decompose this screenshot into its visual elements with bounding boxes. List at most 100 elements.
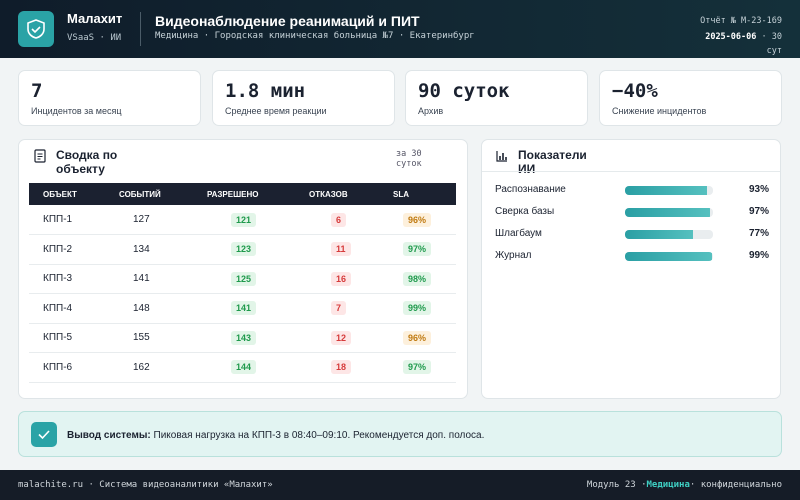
badge: 96% (403, 212, 432, 227)
table-cell: 155 (105, 323, 193, 353)
badge: 143 (231, 330, 257, 345)
kpi-card: 90 суток Архив (405, 70, 588, 126)
badge: 98% (403, 271, 432, 286)
badge: 144 (231, 360, 257, 375)
metric-bar (625, 230, 693, 239)
table-cell: 134 (105, 234, 193, 265)
column-header: ОТКАЗОВ (295, 183, 379, 205)
ai-panel: Показатели ИИ Распознавание 93% Сверка баз… (481, 139, 781, 399)
table-cell: 12 (295, 323, 379, 353)
badge: 97% (403, 242, 432, 257)
table-cell: 99% (379, 293, 456, 324)
table-cell: 141 (193, 293, 295, 324)
table-row: КПП-6 162 144 18 97% (29, 352, 456, 383)
table-cell: 6 (295, 205, 379, 235)
badge: 11 (331, 242, 351, 257)
module: Модуль 23 · (586, 480, 647, 490)
kpi-value: 7 (31, 80, 43, 102)
separator (482, 171, 780, 172)
table-cell: 96% (379, 205, 456, 235)
table-cell: 18 (295, 352, 379, 383)
table-cell: КПП-6 (29, 352, 105, 383)
table-cell: 97% (379, 234, 456, 265)
summary-table: ОБЪЕКТ СОБЫТИЙ РАЗРЕШЕНО ОТКАЗОВ SLA КПП-1 127… (29, 183, 456, 383)
domain: Медицина (646, 480, 690, 490)
table-cell: 123 (193, 234, 295, 265)
metric-value: 97% (748, 206, 769, 217)
kpi-card: 1.8 мин Среднее время реакции (212, 70, 395, 126)
kpi-value: −40% (612, 80, 658, 102)
table-cell: 127 (105, 205, 193, 235)
badge: 18 (331, 360, 352, 375)
badge: 125 (231, 271, 257, 286)
kpi-card: −40% Снижение инцидентов (599, 70, 782, 126)
table-cell: 125 (193, 264, 295, 294)
metric-name: Шлагбаум (495, 228, 542, 239)
kpi-label: Среднее время реакции (225, 106, 327, 116)
table-cell: 97% (379, 352, 456, 383)
column-header: РАЗРЕШЕНО (193, 183, 295, 205)
period: · 30 сут (761, 32, 782, 56)
footer-right: Модуль 23 ·Медицина· конфиденциально (587, 480, 782, 490)
column-header: ОБЪЕКТ (29, 183, 105, 205)
kpi-label: Архив (418, 106, 444, 116)
table-header: ОБЪЕКТ СОБЫТИЙ РАЗРЕШЕНО ОТКАЗОВ SLA (29, 183, 456, 205)
metric-track (625, 230, 713, 239)
table-cell: 96% (379, 323, 456, 353)
table-cell: КПП-5 (29, 323, 105, 353)
metric-value: 77% (748, 228, 769, 239)
footer-left: malachite.ru · Система видеоаналитики «М… (18, 480, 273, 490)
metric-value: 93% (748, 184, 769, 195)
tagline: VSaaS · ИИ (67, 33, 122, 43)
badge: 141 (231, 301, 257, 316)
metric-track (625, 186, 713, 195)
table-row: КПП-5 155 143 12 96% (29, 323, 456, 353)
metric-bar (625, 186, 707, 195)
kpi-label: Инцидентов за месяц (31, 106, 122, 116)
table-row: КПП-3 141 125 16 98% (29, 264, 456, 294)
badge: 96% (403, 330, 432, 345)
table-row: КПП-1 127 121 6 96% (29, 205, 456, 235)
alert-message: Пиковая нагрузка на КПП-3 в 08:40–09:10.… (153, 430, 485, 441)
table-cell: 16 (295, 264, 379, 294)
doc-icon (34, 149, 46, 163)
title: Видеонаблюдение реанимаций и ПИТ (155, 13, 420, 29)
table-cell: 162 (105, 352, 193, 383)
report-date: 2025-06-06 · 30 сут (692, 30, 782, 58)
table-cell: КПП-3 (29, 264, 105, 294)
confidential: · конфиденциально (689, 480, 782, 490)
badge: 12 (331, 330, 352, 345)
summary-panel: Сводка по объекту за 30 суток ОБЪЕКТ СОБЫ… (18, 139, 468, 399)
metric-name: Журнал (495, 250, 532, 261)
badge: 121 (231, 212, 257, 227)
footer: malachite.ru · Система видеоаналитики «М… (0, 470, 800, 500)
divider (140, 12, 141, 46)
table-cell: 121 (193, 205, 295, 235)
report-id: Отчёт № M-23-169 (700, 16, 782, 26)
metric-name: Сверка базы (495, 206, 555, 217)
metric-bar (625, 252, 713, 261)
metric-value: 99% (748, 250, 769, 261)
badge: 16 (331, 271, 352, 286)
table-cell: КПП-4 (29, 293, 105, 324)
column-header: СОБЫТИЙ (105, 183, 193, 205)
panel-title: Показатели ИИ (518, 148, 587, 176)
table-row: КПП-4 148 141 7 99% (29, 293, 456, 324)
alert-icon (31, 422, 57, 447)
table-row: КПП-2 134 123 11 97% (29, 234, 456, 265)
alert-text: Вывод системы: Пиковая нагрузка на КПП-3… (67, 429, 487, 442)
table-body: КПП-1 127 121 6 96% КПП-2 134 123 11 97% КПП-3 141 1… (29, 205, 456, 383)
panel-period: за 30 суток (396, 149, 422, 169)
badge: 97% (403, 360, 432, 375)
badge: 99% (403, 301, 432, 316)
metric-track (625, 252, 713, 261)
metric-bar (625, 208, 711, 217)
logo (18, 11, 54, 47)
kpi-label: Снижение инцидентов (612, 106, 707, 116)
alert: Вывод системы: Пиковая нагрузка на КПП-3… (18, 411, 782, 457)
metric-name: Распознавание (495, 184, 566, 195)
header: Малахит VSaaS · ИИ Видеонаблюдение реани… (0, 0, 800, 58)
alert-label: Вывод системы: (67, 430, 151, 441)
table-cell: 144 (193, 352, 295, 383)
subtitle: Медицина · Городская клиническая больниц… (155, 31, 475, 41)
